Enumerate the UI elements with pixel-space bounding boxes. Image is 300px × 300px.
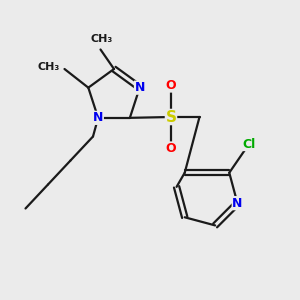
Text: N: N [232, 197, 243, 210]
Text: N: N [93, 111, 103, 124]
Text: N: N [134, 81, 145, 94]
Text: CH₃: CH₃ [38, 62, 60, 73]
Text: O: O [166, 142, 176, 155]
Text: O: O [166, 79, 176, 92]
Text: S: S [166, 110, 176, 124]
Text: CH₃: CH₃ [91, 34, 113, 44]
Text: Cl: Cl [242, 137, 256, 151]
